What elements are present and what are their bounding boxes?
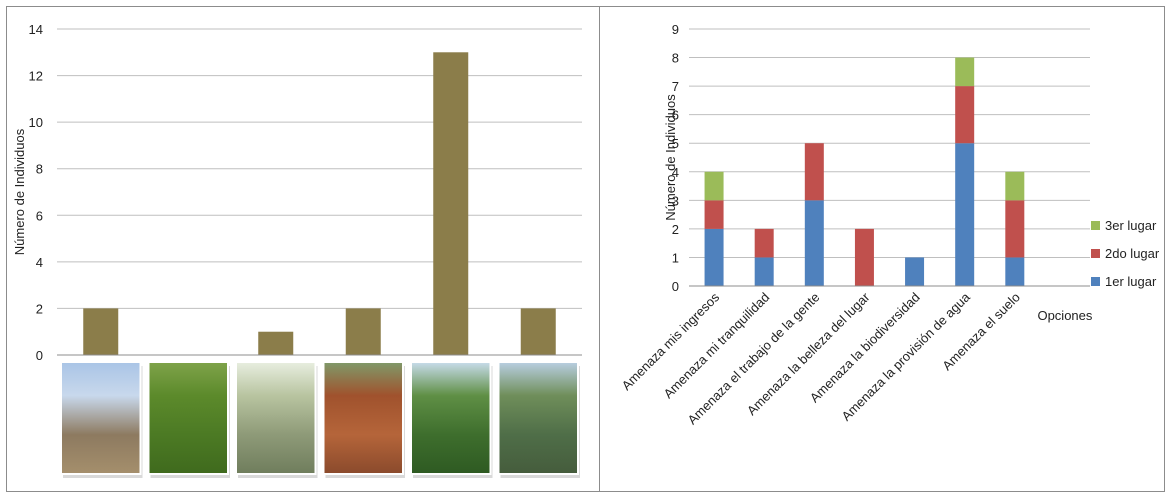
legend-label: 3er lugar bbox=[1105, 218, 1157, 233]
y-tick-label: 6 bbox=[672, 108, 679, 123]
landscape-photo bbox=[497, 361, 579, 475]
bar bbox=[520, 308, 556, 355]
legend-label: 1er lugar bbox=[1105, 274, 1157, 289]
landscape-photo bbox=[60, 361, 142, 475]
legend-swatch bbox=[1091, 249, 1100, 258]
left-chart-panel: 0 2 4 6 8 10 12 14 Número de Individuos bbox=[6, 6, 600, 492]
y-tick-label: 5 bbox=[672, 136, 679, 151]
landscape-photo bbox=[322, 361, 404, 475]
y-axis-title: Número de Individuos bbox=[663, 94, 678, 221]
bar-segment bbox=[804, 200, 824, 286]
x-tick-label: Amenaza mis ingresos bbox=[619, 289, 723, 393]
bar-segment bbox=[804, 143, 824, 201]
left-bar-chart: 0 2 4 6 8 10 12 14 Número de Individuos bbox=[12, 22, 582, 478]
y-tick-label: 2 bbox=[672, 222, 679, 237]
landscape-photo bbox=[147, 361, 229, 475]
bar-segment bbox=[704, 200, 724, 229]
y-tick-label: 7 bbox=[672, 79, 679, 94]
bar-segment bbox=[754, 228, 774, 258]
y-tick-label: 1 bbox=[672, 250, 679, 265]
right-stacked-bar-chart: 0 1 2 3 4 5 6 7 8 9 Número de Individuos Amenaza mi… bbox=[619, 22, 1160, 427]
y-tick-label: 2 bbox=[36, 301, 43, 316]
bar-segment bbox=[955, 86, 975, 144]
bar-segment bbox=[955, 57, 975, 87]
bar-segment bbox=[1005, 171, 1025, 201]
y-tick-label: 3 bbox=[672, 193, 679, 208]
right-chart-panel: 0 1 2 3 4 5 6 7 8 9 Número de Individuos Amenaza mi… bbox=[599, 6, 1165, 492]
bar-segment bbox=[905, 257, 925, 286]
y-tick-label: 8 bbox=[36, 162, 43, 177]
legend-label: 2do lugar bbox=[1105, 246, 1160, 261]
y-tick-label: 4 bbox=[36, 255, 43, 270]
bar bbox=[345, 308, 381, 355]
bar-segment bbox=[854, 228, 874, 286]
bar-segment bbox=[1005, 200, 1025, 258]
y-axis-title: Número de Individuos bbox=[12, 128, 27, 255]
bar bbox=[258, 331, 294, 355]
bar-segment bbox=[1005, 257, 1025, 286]
landscape-photo bbox=[410, 361, 492, 475]
x-axis-title: Opciones bbox=[1037, 308, 1092, 323]
y-tick-label: 0 bbox=[36, 348, 43, 363]
bar-segment bbox=[754, 257, 774, 286]
y-tick-label: 10 bbox=[29, 115, 43, 130]
legend-swatch bbox=[1091, 277, 1100, 286]
bar bbox=[83, 308, 119, 355]
y-tick-label: 8 bbox=[672, 51, 679, 66]
bar-segment bbox=[704, 228, 724, 286]
y-tick-label: 12 bbox=[29, 69, 43, 84]
y-tick-label: 0 bbox=[672, 279, 679, 294]
y-tick-label: 9 bbox=[672, 22, 679, 37]
y-tick-label: 4 bbox=[672, 165, 679, 180]
bar-segment bbox=[704, 171, 724, 201]
landscape-photo bbox=[235, 361, 317, 475]
legend-swatch bbox=[1091, 221, 1100, 230]
y-tick-label: 6 bbox=[36, 208, 43, 223]
bar-segment bbox=[955, 143, 975, 286]
y-tick-label: 14 bbox=[29, 22, 43, 37]
bar bbox=[433, 52, 469, 356]
